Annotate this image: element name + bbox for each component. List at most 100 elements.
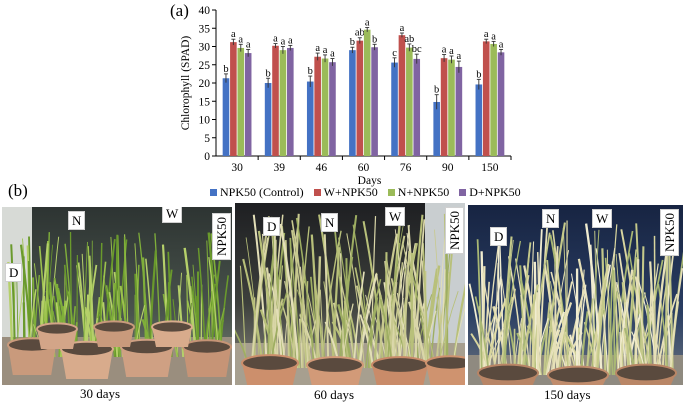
photo-30-days: N W D NPK50: [2, 207, 232, 385]
significance-letter: a: [400, 23, 405, 34]
bar: [356, 40, 364, 156]
x-tick-label: 30: [231, 162, 243, 174]
bar: [363, 29, 371, 156]
significance-letter: ab: [404, 34, 414, 45]
significance-letter: a: [499, 39, 504, 50]
y-axis-title: Chlorophyll (SPAD): [180, 36, 192, 131]
photo-60-days: D N W NPK50: [235, 203, 465, 385]
legend-swatch: [459, 189, 467, 196]
panel-b-label: (b): [8, 181, 28, 200]
caption-60-days: 60 days: [310, 386, 359, 403]
significance-letter: a: [238, 34, 243, 45]
legend-label: W+NPK50: [323, 185, 378, 199]
photo-60-days-scene: [235, 203, 465, 385]
significance-letter: c: [392, 48, 397, 59]
significance-letter: a: [484, 29, 489, 40]
legend-label: NPK50 (Control): [220, 185, 304, 199]
tag-w: W: [162, 207, 183, 223]
x-tick-label: 46: [316, 162, 328, 174]
tag-d: D: [490, 227, 508, 246]
bar: [237, 47, 245, 156]
tag-n: N: [542, 209, 560, 228]
significance-letter: ab: [355, 28, 365, 39]
y-tick-label: 20: [199, 78, 211, 90]
significance-letter: b: [434, 85, 439, 96]
bar: [398, 35, 406, 157]
tag-n: N: [321, 213, 339, 232]
significance-letter: a: [315, 43, 320, 54]
tag-npk50: NPK50: [212, 213, 231, 261]
significance-letter: bc: [412, 44, 422, 55]
legend-swatch: [387, 189, 395, 196]
tag-w: W: [592, 209, 613, 228]
panel-a-label: (a): [170, 1, 189, 20]
significance-letter: a: [449, 46, 454, 57]
x-tick-label: 39: [273, 162, 285, 174]
x-tick-label: 150: [481, 162, 499, 174]
bar: [306, 81, 314, 156]
bar: [448, 59, 455, 156]
significance-letter: b: [265, 68, 270, 79]
caption-150-days: 150 days: [540, 386, 595, 403]
bar: [413, 58, 421, 156]
bar: [406, 47, 413, 156]
chlorophyll-bar-chart: 0 5 10 15 20 25 30 35 40 Chlorophyll (SPAD) Days 30…: [180, 5, 512, 187]
bar: [287, 47, 294, 156]
significance-letter: a: [365, 18, 370, 29]
significance-letter: a: [330, 49, 335, 60]
significance-letter: a: [323, 45, 328, 56]
significance-letter: a: [457, 51, 462, 62]
significance-letter: a: [442, 45, 447, 56]
pots-60: [241, 354, 465, 385]
significance-letter: a: [281, 37, 286, 48]
significance-letter: b: [308, 66, 313, 77]
significance-letter: a: [231, 29, 236, 40]
y-tick-label: 40: [199, 5, 211, 17]
bar: [349, 50, 356, 156]
significance-letter: b: [223, 64, 228, 75]
legend-entry: D+NPK50: [459, 185, 521, 200]
bar: [279, 50, 287, 156]
bar: [222, 78, 230, 156]
tag-w: W: [385, 207, 406, 226]
bar: [482, 41, 490, 156]
tag-npk50: NPK50: [445, 207, 464, 255]
rice-plants-60: [235, 213, 465, 369]
tag-d: D: [5, 263, 23, 282]
tag-d: D: [263, 217, 281, 236]
y-tick-label: 0: [204, 151, 210, 163]
y-tick-label: 35: [199, 23, 211, 35]
bar: [497, 52, 505, 157]
bar: [272, 45, 279, 156]
significance-letter: b: [372, 34, 377, 45]
bar: [230, 42, 237, 157]
pots-150: [477, 363, 677, 385]
x-tick-label: 60: [358, 162, 370, 174]
pots-30: [7, 320, 232, 379]
bar: [455, 66, 463, 156]
photo-150-days: D N W NPK50: [468, 205, 683, 385]
y-tick-label: 15: [199, 96, 211, 108]
legend-entry: W+NPK50: [313, 185, 378, 200]
bar: [314, 56, 321, 156]
bar: [244, 53, 252, 156]
significance-letter: a: [246, 39, 251, 50]
x-tick-label: 76: [400, 162, 412, 174]
chart-legend: NPK50 (Control) W+NPK50 N+NPK50 D+NPK50: [210, 185, 521, 200]
tag-npk50: NPK50: [660, 209, 679, 257]
y-tick-label: 30: [199, 42, 211, 54]
legend-entry: N+NPK50: [387, 185, 449, 200]
bar: [490, 43, 497, 156]
y-tick-label: 25: [199, 60, 211, 72]
bar: [391, 62, 398, 157]
bar: [440, 58, 448, 156]
legend-label: D+NPK50: [469, 185, 521, 199]
x-tick-label: 90: [442, 162, 454, 174]
bar: [329, 62, 336, 156]
panel-a-chart: (a) 0 5 10 15 20 25 30 35 40 Chlorophyll (SPAD) Da…: [170, 1, 521, 200]
legend-swatch: [313, 189, 321, 196]
photo-30-days-scene: [2, 207, 232, 385]
legend-entry: NPK50 (Control): [210, 185, 304, 200]
significance-letter: a: [288, 35, 293, 46]
